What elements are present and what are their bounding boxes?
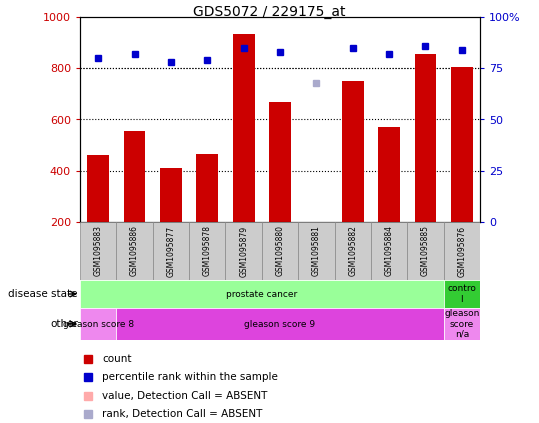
Text: GSM1095877: GSM1095877 [167, 225, 175, 277]
Text: GSM1095885: GSM1095885 [421, 225, 430, 277]
Text: GSM1095883: GSM1095883 [94, 225, 103, 277]
Bar [306, 222, 327, 272]
Bar [153, 222, 189, 280]
Text: GSM1095884: GSM1095884 [385, 225, 393, 277]
Text: disease state: disease state [9, 289, 78, 299]
Bar [225, 222, 262, 280]
Text: gleason score 8: gleason score 8 [63, 319, 134, 329]
Bar [444, 308, 480, 340]
Bar [407, 222, 444, 280]
Bar [233, 34, 254, 222]
Bar [269, 102, 291, 222]
Bar [342, 81, 364, 222]
Text: GDS5072 / 229175_at: GDS5072 / 229175_at [194, 5, 345, 19]
Bar [87, 155, 109, 222]
Bar [160, 168, 182, 222]
Bar [451, 67, 473, 222]
Text: GSM1095879: GSM1095879 [239, 225, 248, 277]
Text: gleason
score
n/a: gleason score n/a [444, 309, 480, 339]
Text: rank, Detection Call = ABSENT: rank, Detection Call = ABSENT [102, 409, 262, 419]
Bar [414, 54, 437, 222]
Text: contro
l: contro l [447, 284, 476, 304]
Bar [80, 308, 116, 340]
Bar [196, 154, 218, 222]
Bar [123, 131, 146, 222]
Text: GSM1095882: GSM1095882 [348, 225, 357, 277]
Bar [116, 222, 153, 280]
Bar [116, 308, 444, 340]
Text: GSM1095878: GSM1095878 [203, 225, 212, 277]
Text: value, Detection Call = ABSENT: value, Detection Call = ABSENT [102, 390, 267, 401]
Text: gleason score 9: gleason score 9 [245, 319, 315, 329]
Text: prostate cancer: prostate cancer [226, 289, 298, 299]
Text: count: count [102, 354, 132, 364]
Bar [378, 127, 400, 222]
Text: GSM1095876: GSM1095876 [457, 225, 466, 277]
Bar [444, 280, 480, 308]
Bar [189, 222, 225, 280]
Bar [262, 222, 298, 280]
Bar [444, 222, 480, 280]
Text: GSM1095880: GSM1095880 [275, 225, 285, 277]
Bar [80, 222, 116, 280]
Bar [298, 222, 335, 280]
Text: GSM1095881: GSM1095881 [312, 225, 321, 277]
Text: GSM1095886: GSM1095886 [130, 225, 139, 277]
Bar [371, 222, 407, 280]
Text: percentile rank within the sample: percentile rank within the sample [102, 372, 278, 382]
Bar [335, 222, 371, 280]
Text: other: other [50, 319, 78, 329]
